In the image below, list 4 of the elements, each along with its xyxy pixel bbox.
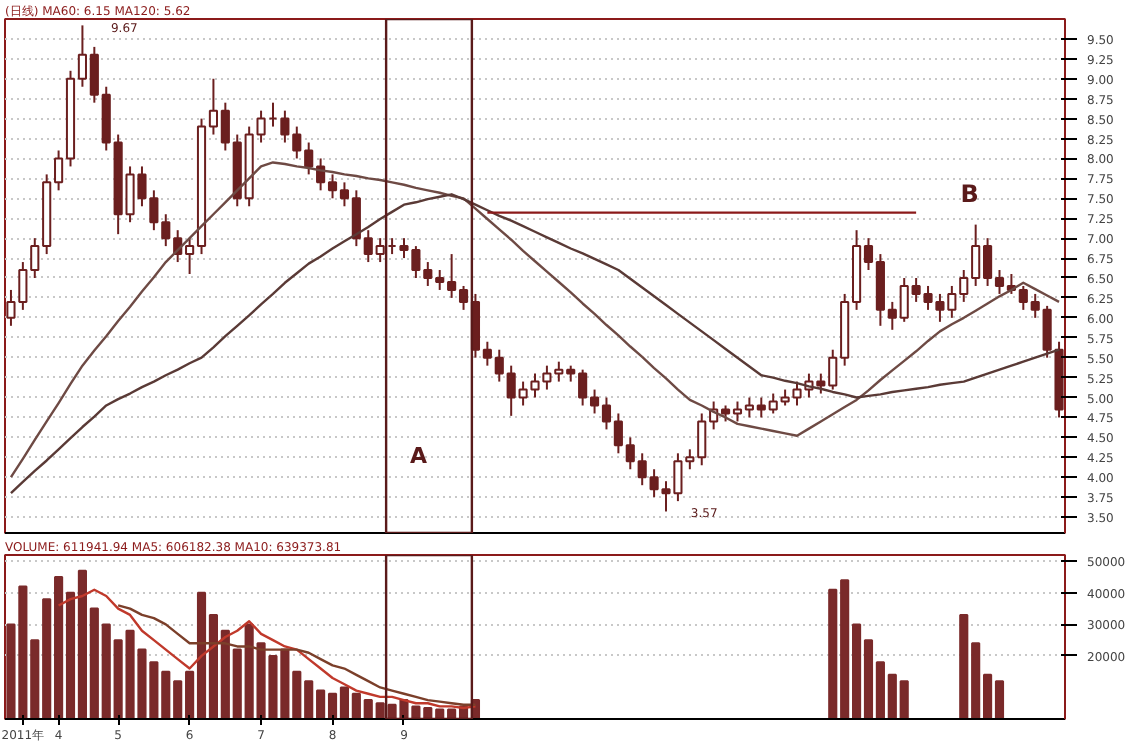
line-series <box>57 588 477 710</box>
annotation: A <box>409 442 428 469</box>
line-series <box>116 604 477 707</box>
annotation: B <box>960 179 979 208</box>
